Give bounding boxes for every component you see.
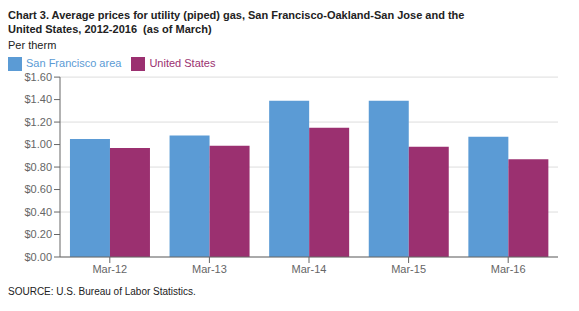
svg-text:$0.80: $0.80	[24, 161, 52, 173]
svg-text:Mar-14: Mar-14	[292, 263, 327, 275]
svg-text:Mar-12: Mar-12	[92, 263, 127, 275]
svg-text:$1.40: $1.40	[24, 93, 52, 105]
html-text:SOURCE: U.S. Bureau of Labor S: SOURCE: U.S. Bureau of Labor Statistics.	[8, 286, 196, 297]
svg-text:$0.40: $0.40	[24, 206, 52, 218]
svg-text:$1.00: $1.00	[24, 138, 52, 150]
svg-text:Mar-13: Mar-13	[192, 263, 227, 275]
svg-text:$0.20: $0.20	[24, 228, 52, 240]
svg-text:$1.20: $1.20	[24, 116, 52, 128]
svg-text:$1.60: $1.60	[24, 71, 52, 83]
svg-text:$0.60: $0.60	[24, 183, 52, 195]
svg-text:Mar-16: Mar-16	[491, 263, 526, 275]
html-text:United States: United States	[149, 57, 216, 69]
html-text:United States, 2012-2016 (as o: United States, 2012-2016 (as of March)	[8, 23, 212, 35]
html-text:Per therm: Per therm	[8, 39, 57, 51]
svg-text:Mar-15: Mar-15	[391, 263, 426, 275]
svg-text:$0.00: $0.00	[24, 251, 52, 263]
html-text:Chart 3. Average prices for ut: Chart 3. Average prices for utility (pip…	[8, 9, 465, 21]
html-text:San Francisco area: San Francisco area	[26, 57, 122, 69]
